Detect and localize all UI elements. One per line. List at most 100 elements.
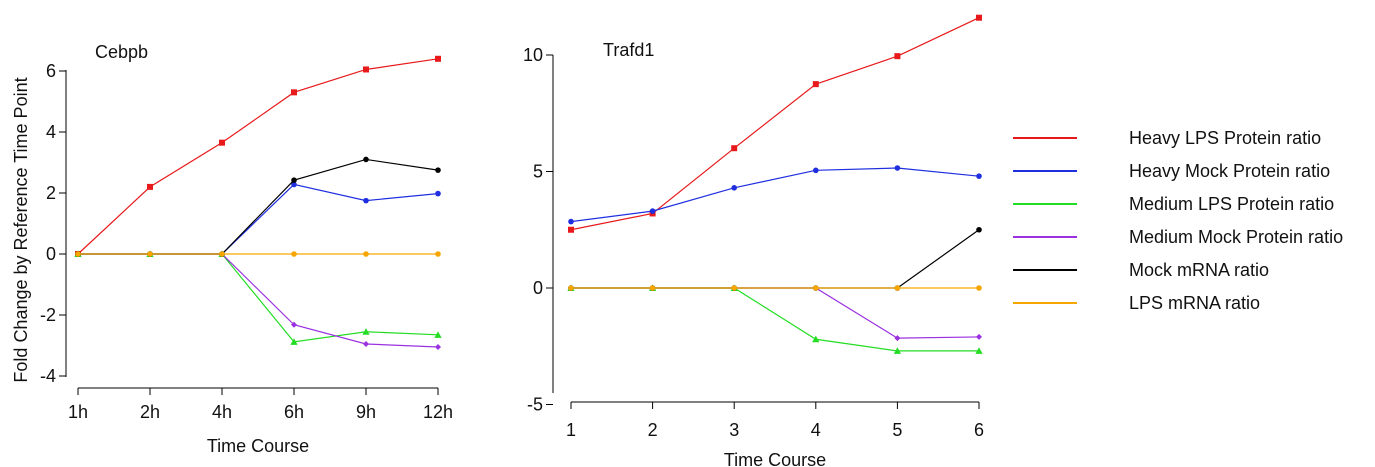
series-heavy-mock-protein-ratio [568,165,982,225]
data-point [75,251,81,257]
data-point [291,89,297,96]
y-tick-label: 2 [46,183,56,203]
legend-label: Heavy LPS Protein ratio [1129,128,1321,148]
data-point [894,335,901,342]
x-tick-label: 2h [140,402,160,422]
data-point [731,145,738,152]
x-ticks: 1h 2h 4h 6h 9h 12h [68,388,453,422]
series-line [78,253,439,343]
series-line [78,158,439,255]
data-point [568,285,574,291]
series-mock-mrna-ratio [568,226,982,291]
data-point [975,347,983,354]
x-tick-label: 6h [284,402,304,422]
x-ticks: 1 2 3 4 5 6 [566,402,984,440]
chart-title: Trafd1 [603,40,654,60]
series-medium-mock-protein-ratio [75,251,441,351]
data-point [976,173,982,179]
series-lps-mrna-ratio [75,251,441,257]
data-point [219,139,225,146]
data-point [813,285,819,291]
y-tick-label: 0 [533,278,543,298]
y-ticks: 6 4 2 0 -2 -4 [40,61,66,386]
series-line [78,183,439,255]
data-point [363,197,369,204]
legend-item: Heavy LPS Protein ratio [1013,128,1321,148]
data-point [435,190,441,197]
series-layer [567,14,983,354]
data-point [894,165,901,171]
data-point [976,226,982,233]
series-heavy-mock-protein-ratio [75,181,441,257]
data-point [363,340,369,347]
series-line [570,17,980,231]
data-point [147,183,153,190]
legend-label: Medium Mock Protein ratio [1129,227,1343,247]
x-tick-label: 1h [68,402,88,422]
data-point [147,251,153,257]
y-tick-label: -4 [40,366,56,386]
x-tick-label: 2 [648,420,658,440]
y-tick-label: 10 [523,45,543,65]
x-tick-label: 3 [729,420,739,440]
series-line [77,58,439,255]
series-heavy-lps-protein-ratio [75,55,441,257]
series-lps-mrna-ratio [568,285,982,291]
data-point [291,321,297,328]
series-line [571,287,979,352]
data-point [812,335,820,343]
y-tick-label: 6 [46,61,56,81]
y-tick-label: 4 [46,122,56,142]
legend-label: LPS mRNA ratio [1129,293,1260,313]
y-ticks: 10 5 0 -5 [523,45,553,415]
data-point [291,177,297,183]
x-axis-label: Time Course [207,436,309,456]
data-point [976,14,982,21]
series-medium-lps-protein-ratio [567,284,983,354]
x-tick-label: 12h [423,402,453,422]
legend-label: Mock mRNA ratio [1129,260,1269,280]
x-tick-label: 4 [811,420,821,440]
x-tick-label: 4h [212,402,232,422]
data-point [363,156,369,163]
data-point [362,328,370,335]
x-tick-label: 9h [356,402,376,422]
x-tick-label: 5 [892,420,902,440]
data-point [363,251,369,257]
legend-label: Heavy Mock Protein ratio [1129,161,1330,181]
data-point [435,344,441,351]
x-tick-label: 1 [566,420,576,440]
y-tick-label: 0 [46,244,56,264]
data-point [568,226,574,233]
series-line [570,167,980,223]
series-mock-mrna-ratio [75,156,441,257]
y-tick-label: 5 [533,162,543,182]
y-tick-label: -5 [527,395,543,415]
legend-item: Medium Mock Protein ratio [1013,227,1343,247]
data-point [894,285,901,291]
legend-item: Heavy Mock Protein ratio [1013,161,1330,181]
data-point [568,218,574,225]
data-point [731,285,737,291]
data-point [813,167,819,174]
data-point [291,251,297,257]
legend-item: Mock mRNA ratio [1013,260,1269,280]
chart-cebpb: Cebpb 6 4 2 0 -2 -4 1h 2h 4h 6h 9h 12h Time Course… [11,42,453,456]
data-point [219,251,225,257]
legend-item: Medium LPS Protein ratio [1013,194,1334,214]
data-point [731,185,737,191]
legend-label: Medium LPS Protein ratio [1129,194,1334,214]
series-layer [74,55,442,351]
data-point [435,55,441,62]
data-point [435,251,441,257]
data-point [893,347,901,354]
y-tick-label: -2 [40,305,56,325]
series-medium-lps-protein-ratio [74,250,442,345]
data-point [363,66,369,73]
y-axis-label: Fold Change by Reference Time Point [11,77,31,382]
data-point [291,181,297,188]
data-point [812,81,819,88]
data-point [290,338,298,345]
data-point [976,285,982,291]
